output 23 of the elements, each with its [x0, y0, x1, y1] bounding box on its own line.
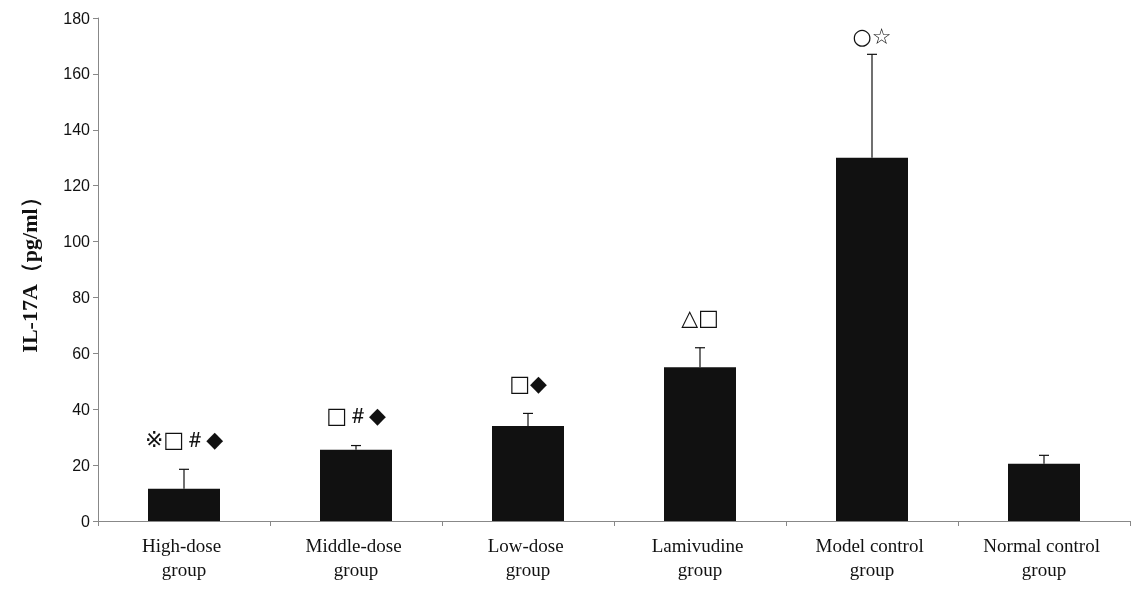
bar [320, 449, 392, 521]
y-tick-label: 160 [63, 65, 91, 83]
y-tick-label: 120 [63, 177, 91, 195]
x-tick-label: Model control group [815, 534, 929, 580]
x-tick-label: Low-dose group [487, 534, 569, 580]
y-tick-label: 80 [72, 288, 91, 306]
annotation: ※□＃◆ [144, 426, 224, 452]
y-axis-title: IL-17A（pg/ml） [16, 186, 42, 353]
annotation: ○☆ [852, 23, 892, 49]
annotation: □＃◆ [326, 403, 386, 429]
y-tick-label: 40 [72, 400, 91, 418]
x-tick-label: Normal control group [983, 534, 1105, 580]
y-tick-label: 180 [63, 9, 91, 27]
y-tick-label: 20 [72, 456, 91, 474]
annotation: △□ [681, 305, 719, 331]
y-tick-label: 140 [63, 121, 91, 139]
x-tick-label: High-dose group [142, 534, 226, 580]
x-tick-label: Middle-dose group [305, 534, 407, 580]
y-tick-label: 100 [63, 233, 91, 251]
y-tick-label: 0 [81, 512, 91, 530]
x-tick-label: Lamivudine group [651, 534, 749, 580]
annotation: □◆ [509, 370, 547, 396]
y-tick-label: 60 [72, 344, 91, 362]
